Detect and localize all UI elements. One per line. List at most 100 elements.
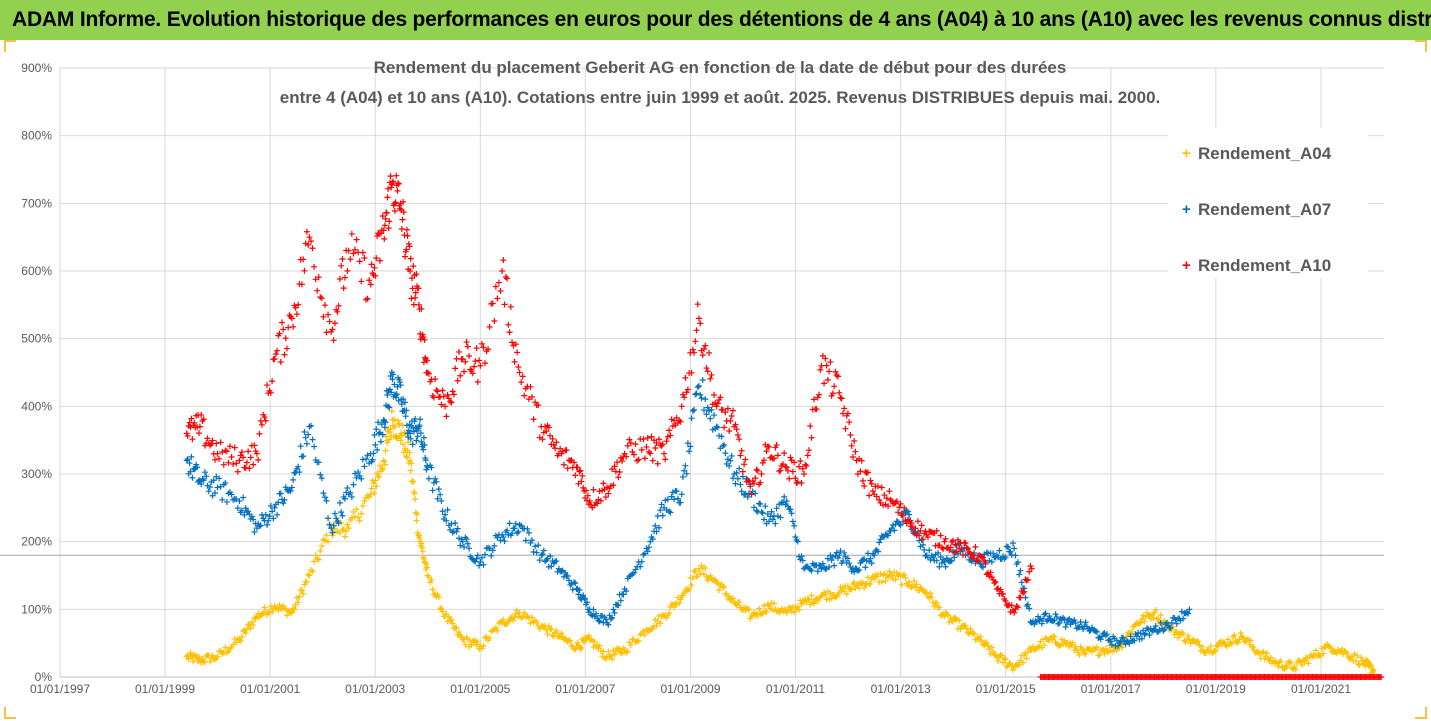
data-point (626, 436, 633, 443)
data-point (525, 529, 532, 536)
data-point (1228, 640, 1235, 647)
data-point (214, 484, 221, 491)
data-point (385, 225, 392, 232)
data-point (856, 585, 863, 592)
data-point (539, 436, 546, 443)
data-point (928, 594, 935, 601)
legend-label-a10: Rendement_A10 (1198, 256, 1332, 275)
data-point (977, 633, 984, 640)
data-point (385, 403, 392, 410)
data-point (1264, 650, 1271, 657)
data-point (638, 446, 645, 453)
data-point (718, 433, 725, 440)
data-point (652, 444, 659, 451)
data-point (1357, 654, 1364, 661)
legend: + Rendement_A04 + Rendement_A07 + Rendem… (1168, 128, 1368, 278)
data-point (283, 345, 290, 352)
data-point (959, 551, 966, 558)
data-point (624, 442, 631, 449)
data-point (630, 451, 637, 458)
data-point (1237, 630, 1244, 637)
data-point (476, 562, 483, 569)
data-point (836, 389, 843, 396)
data-point (831, 383, 838, 390)
data-point (461, 368, 468, 375)
data-point (353, 474, 360, 481)
data-point (611, 609, 618, 616)
data-point (811, 396, 818, 403)
data-point (733, 602, 740, 609)
data-point (500, 257, 507, 264)
data-point (574, 464, 581, 471)
data-point (323, 497, 330, 504)
data-point (703, 365, 710, 372)
data-point (483, 633, 490, 640)
data-point (378, 465, 385, 472)
data-point (990, 648, 997, 655)
data-point (276, 602, 283, 609)
data-point (407, 435, 414, 442)
data-point (286, 487, 293, 494)
data-point (663, 614, 670, 621)
data-point (761, 457, 768, 464)
data-point (400, 449, 407, 456)
data-point (982, 560, 989, 567)
data-point (1041, 642, 1048, 649)
data-point (305, 431, 312, 438)
data-point (632, 441, 639, 448)
data-point (413, 271, 420, 278)
data-point (1065, 617, 1072, 624)
data-point (325, 311, 332, 318)
data-point (658, 501, 665, 508)
data-point (448, 616, 455, 623)
data-point (654, 460, 661, 467)
data-point (848, 442, 855, 449)
data-point (656, 436, 663, 443)
data-point (193, 653, 200, 660)
data-point (1152, 606, 1159, 613)
data-point (458, 356, 465, 363)
data-point (318, 542, 325, 549)
data-point (375, 419, 382, 426)
data-point (882, 578, 889, 585)
data-point (689, 575, 696, 582)
data-point (348, 515, 355, 522)
data-point (372, 477, 379, 484)
data-point (717, 394, 724, 401)
data-point (1041, 611, 1048, 618)
data-point (311, 443, 318, 450)
data-point (442, 403, 449, 410)
data-point (938, 559, 945, 566)
data-point (1017, 594, 1024, 601)
data-point (406, 449, 413, 456)
data-point (383, 210, 390, 217)
data-point (464, 343, 471, 350)
data-point (219, 496, 226, 503)
data-point (424, 564, 431, 571)
data-point (307, 238, 314, 245)
data-point (388, 181, 395, 188)
data-point (620, 645, 627, 652)
data-point (575, 591, 582, 598)
data-point (236, 457, 243, 464)
data-point (512, 520, 519, 527)
data-point (914, 518, 921, 525)
data-point (248, 619, 255, 626)
data-point (659, 512, 666, 519)
data-point (361, 254, 368, 261)
data-point (418, 438, 425, 445)
data-point (762, 503, 769, 510)
data-point (791, 459, 798, 466)
data-point (395, 420, 402, 427)
data-point (394, 187, 401, 194)
data-point (802, 461, 809, 468)
data-point (627, 439, 634, 446)
data-point (213, 440, 220, 447)
data-point (921, 588, 928, 595)
data-point (200, 477, 207, 484)
data-point (464, 540, 471, 547)
data-point (867, 555, 874, 562)
data-point (434, 388, 441, 395)
data-point (781, 493, 788, 500)
data-point (572, 472, 579, 479)
